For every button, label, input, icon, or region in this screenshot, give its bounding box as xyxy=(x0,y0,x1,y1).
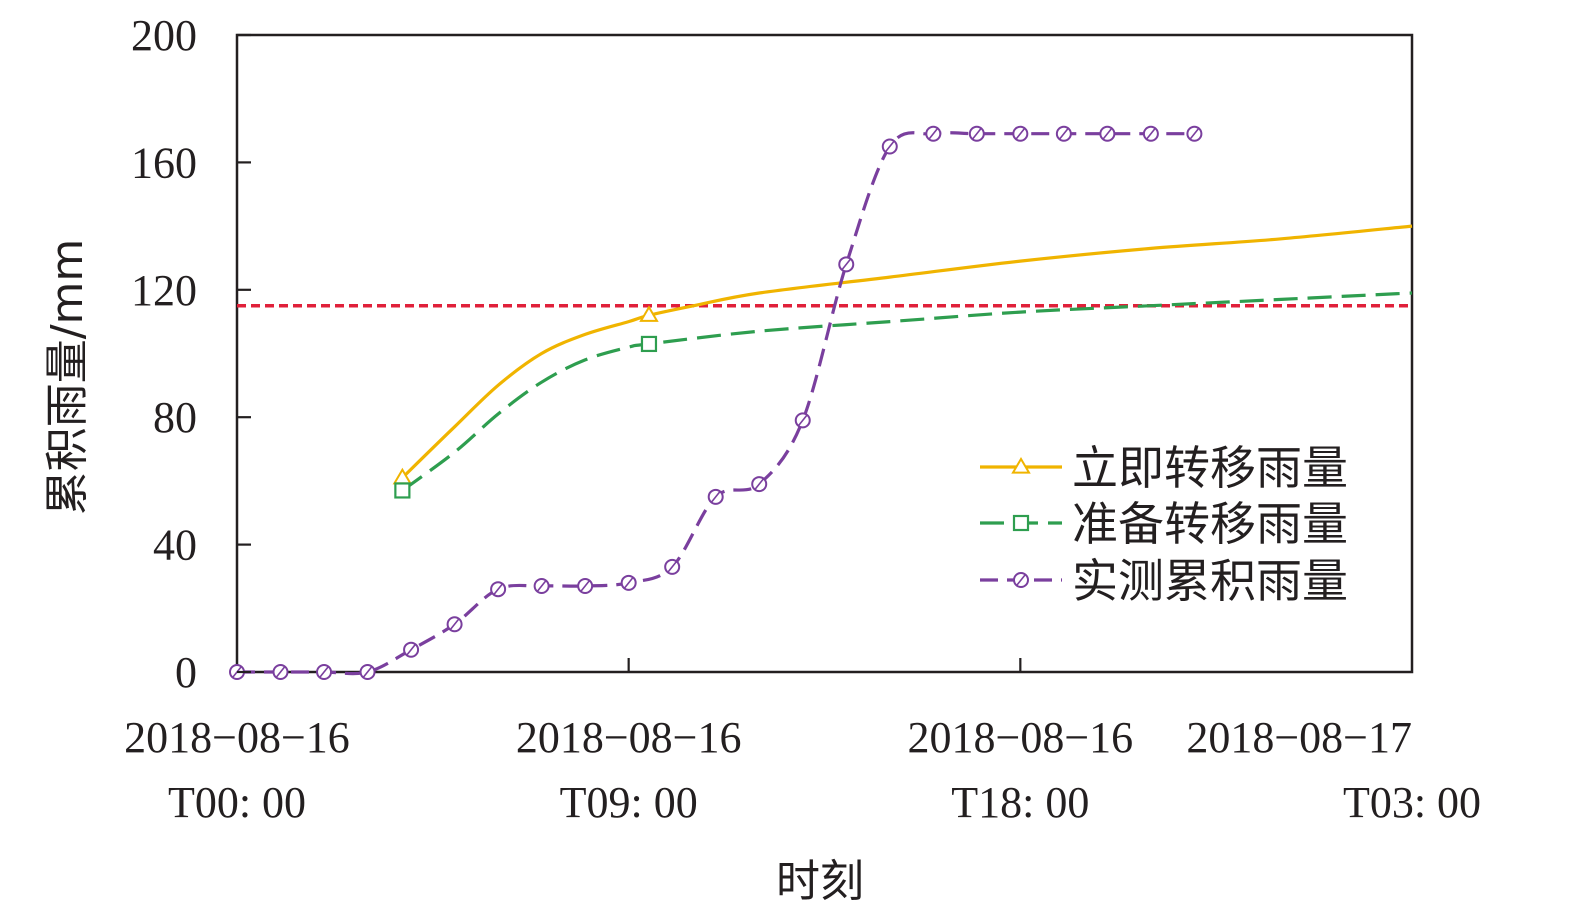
legend-item-1: 立即转移雨量 xyxy=(980,441,1348,495)
series-marker xyxy=(359,664,376,680)
series-marker xyxy=(881,138,898,155)
x-tick-label-time: T09: 00 xyxy=(560,778,698,827)
series-marker xyxy=(316,664,333,680)
marker-slash xyxy=(1146,128,1156,140)
series-marker xyxy=(446,616,463,633)
legend-item-2: 准备转移雨量 xyxy=(980,497,1348,551)
y-axis: 0 40 80 120 160 200 xyxy=(131,11,251,697)
series-marker xyxy=(925,125,942,142)
y-tick-label: 200 xyxy=(131,11,197,60)
x-tick-label-time: T03: 00 xyxy=(1343,778,1481,827)
series-marker xyxy=(1142,125,1159,142)
marker-slash xyxy=(493,583,503,595)
marker-slash xyxy=(711,491,721,503)
series-line xyxy=(237,131,1195,676)
series-line xyxy=(401,291,1413,492)
plot-area xyxy=(235,33,1414,674)
marker-slash xyxy=(1015,128,1025,140)
marker-slash xyxy=(1102,128,1112,140)
x-axis: 2018−08−16 T00: 00 2018−08−16 T09: 00 2018−0… xyxy=(124,658,1481,827)
series-marker xyxy=(968,125,985,142)
x-tick-label-time: T18: 00 xyxy=(951,778,1089,827)
x-tick-label-date: 2018−08−17 xyxy=(1186,713,1412,762)
series-marker xyxy=(490,581,507,598)
series-marker xyxy=(640,335,658,353)
series-marker xyxy=(794,412,811,429)
x-axis-title: 时刻 xyxy=(776,856,864,907)
legend-label: 实测累积雨量 xyxy=(1072,554,1348,608)
y-axis-title: 累积雨量/mm xyxy=(42,239,93,516)
series-marker xyxy=(577,578,594,595)
marker-slash xyxy=(667,561,677,573)
y-tick-label: 120 xyxy=(131,266,197,315)
y-tick-label: 80 xyxy=(153,393,197,442)
series-1 xyxy=(392,224,1413,485)
marker-slash xyxy=(885,140,895,152)
x-tick-label-date: 2018−08−16 xyxy=(124,713,350,762)
marker-slash xyxy=(1016,574,1026,586)
y-tick-label: 0 xyxy=(175,648,197,697)
marker-slash xyxy=(972,128,982,140)
series-layer xyxy=(229,125,1413,680)
marker-slash xyxy=(362,666,373,678)
series-marker xyxy=(707,488,724,505)
series-marker xyxy=(533,578,550,595)
series-marker xyxy=(1012,125,1029,142)
series-marker xyxy=(1186,125,1203,142)
marker-slash xyxy=(754,478,764,490)
marker-slash xyxy=(1189,128,1200,140)
marker-slash xyxy=(449,618,460,630)
series-marker xyxy=(838,256,855,273)
legend-marker xyxy=(1012,514,1030,532)
series-marker xyxy=(639,305,659,322)
marker-slash xyxy=(624,577,634,589)
marker-slash xyxy=(841,258,851,270)
series-2 xyxy=(394,291,1413,499)
marker-slash xyxy=(1059,128,1069,140)
marker-slash xyxy=(580,580,590,592)
marker-slash xyxy=(798,414,808,426)
plot-frame xyxy=(235,33,1414,674)
series-marker xyxy=(751,476,768,493)
marker-slash xyxy=(928,128,938,140)
series-marker xyxy=(1099,125,1116,142)
y-tick-label: 160 xyxy=(131,138,197,187)
legend-marker xyxy=(1011,457,1031,474)
x-tick-label-date: 2018−08−16 xyxy=(908,713,1134,762)
series-marker xyxy=(403,641,420,658)
series-marker xyxy=(620,574,637,591)
series-marker xyxy=(664,558,681,575)
legend-marker xyxy=(1013,572,1029,588)
series-line xyxy=(401,224,1413,479)
x-tick-label-date: 2018−08−16 xyxy=(516,713,742,762)
x-tick-label-time: T00: 00 xyxy=(168,778,306,827)
marker-slash xyxy=(319,666,329,678)
series-marker xyxy=(394,482,411,499)
legend-label: 准备转移雨量 xyxy=(1072,497,1348,551)
series-marker xyxy=(1055,125,1072,142)
marker-slash xyxy=(406,644,416,656)
series-3 xyxy=(229,125,1203,680)
y-tick-label: 40 xyxy=(153,521,197,570)
series-marker xyxy=(272,664,289,680)
marker-slash xyxy=(537,580,547,592)
marker-slash xyxy=(275,666,286,678)
legend-label: 立即转移雨量 xyxy=(1072,441,1348,495)
legend-item-3: 实测累积雨量 xyxy=(980,554,1348,608)
